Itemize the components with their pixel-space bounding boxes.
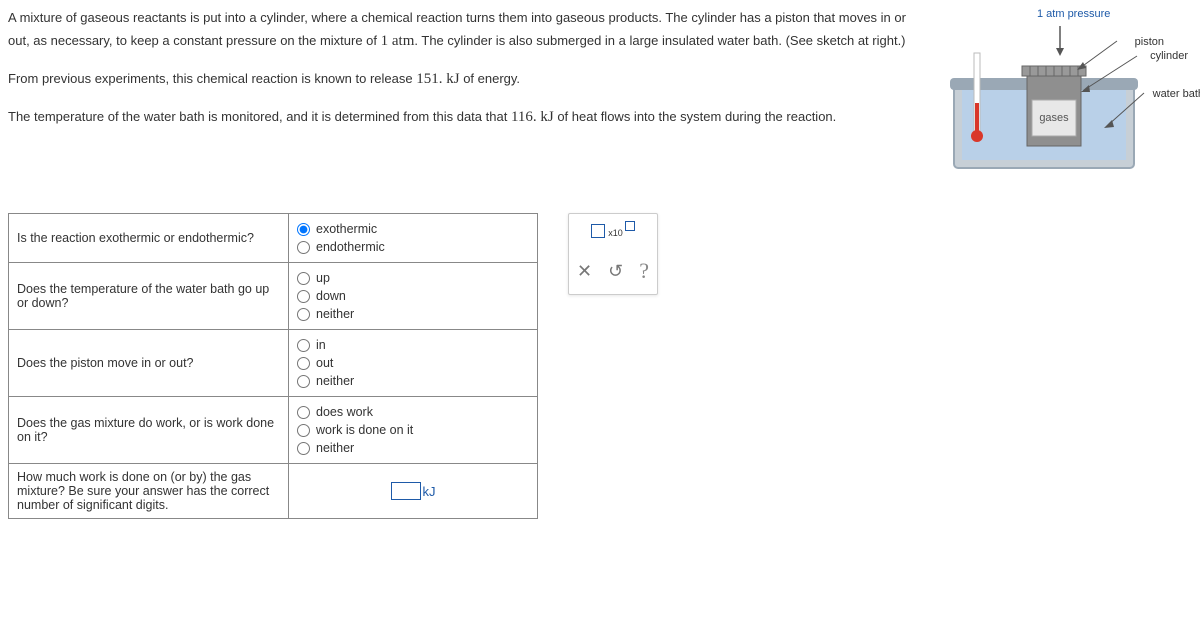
p1-text-b: . The cylinder is also submerged in a la…	[414, 33, 905, 48]
q4-label-0: does work	[316, 405, 373, 419]
paragraph-1: A mixture of gaseous reactants is put in…	[8, 8, 922, 53]
tool-row: ✕ ↺ ?	[577, 258, 649, 284]
q3-text: Does the piston move in or out?	[9, 330, 289, 397]
piston-pointer	[1080, 41, 1117, 68]
q4-option-neither[interactable]: neither	[297, 439, 529, 457]
q3-radio-neither[interactable]	[297, 375, 310, 388]
q3-radio-out[interactable]	[297, 357, 310, 370]
table-row: Does the piston move in or out? in out n…	[9, 330, 538, 397]
q1-label-0: exothermic	[316, 222, 377, 236]
q4-text: Does the gas mixture do work, or is work…	[9, 397, 289, 464]
q4-label-1: work is done on it	[316, 423, 413, 437]
p2-text-b: of energy.	[460, 71, 520, 86]
bottom-section: Is the reaction exothermic or endothermi…	[8, 213, 1192, 519]
top-section: A mixture of gaseous reactants is put in…	[8, 8, 1192, 183]
energy-release-value: 151. kJ	[416, 71, 459, 87]
heat-flow-value: 116. kJ	[511, 109, 554, 125]
sci-mantissa-box	[591, 224, 605, 238]
q3-label-1: out	[316, 356, 333, 370]
apparatus-svg: gases	[942, 8, 1172, 183]
q2-option-up[interactable]: up	[297, 269, 529, 287]
paragraph-2: From previous experiments, this chemical…	[8, 67, 922, 91]
question-table: Is the reaction exothermic or endothermi…	[8, 213, 538, 519]
q2-options: up down neither	[289, 263, 538, 330]
q1-options: exothermic endothermic	[289, 214, 538, 263]
work-unit: kJ	[423, 484, 436, 499]
q3-label-0: in	[316, 338, 326, 352]
q2-radio-up[interactable]	[297, 272, 310, 285]
diagram: 1 atm pressure piston cylinder water bat…	[942, 8, 1192, 183]
q4-radio-neither[interactable]	[297, 442, 310, 455]
q3-option-out[interactable]: out	[297, 354, 529, 372]
q2-radio-neither[interactable]	[297, 308, 310, 321]
table-row: Does the temperature of the water bath g…	[9, 263, 538, 330]
table-row: Does the gas mixture do work, or is work…	[9, 397, 538, 464]
close-button[interactable]: ✕	[577, 261, 592, 282]
q2-option-down[interactable]: down	[297, 287, 529, 305]
thermometer-bulb	[971, 130, 983, 142]
q2-text: Does the temperature of the water bath g…	[9, 263, 289, 330]
q1-option-exothermic[interactable]: exothermic	[297, 220, 529, 238]
pressure-label: 1 atm pressure	[1037, 8, 1110, 20]
p3-text-b: of heat flows into the system during the…	[554, 109, 837, 124]
q5-answer-cell: kJ	[289, 464, 538, 519]
q3-radio-in[interactable]	[297, 339, 310, 352]
sci-exponent-box	[625, 221, 635, 231]
table-row: How much work is done on (or by) the gas…	[9, 464, 538, 519]
q4-label-2: neither	[316, 441, 354, 455]
problem-text: A mixture of gaseous reactants is put in…	[8, 8, 922, 183]
q2-label-2: neither	[316, 307, 354, 321]
q1-radio-exothermic[interactable]	[297, 223, 310, 236]
q1-option-endothermic[interactable]: endothermic	[297, 238, 529, 256]
pressure-value: 1 atm	[381, 33, 415, 49]
q1-radio-endothermic[interactable]	[297, 241, 310, 254]
q4-option-doeswork[interactable]: does work	[297, 403, 529, 421]
q3-options: in out neither	[289, 330, 538, 397]
q4-radio-workdone[interactable]	[297, 424, 310, 437]
gases-text: gases	[1039, 112, 1069, 124]
water-bath-label: water bath	[1153, 88, 1200, 100]
q5-input-wrap: kJ	[391, 482, 436, 500]
q2-option-neither[interactable]: neither	[297, 305, 529, 323]
q2-label-1: down	[316, 289, 346, 303]
q5-text: How much work is done on (or by) the gas…	[9, 464, 289, 519]
toolbox: x10 ✕ ↺ ?	[568, 213, 658, 295]
q1-text: Is the reaction exothermic or endothermi…	[9, 214, 289, 263]
q2-radio-down[interactable]	[297, 290, 310, 303]
q3-option-neither[interactable]: neither	[297, 372, 529, 390]
cylinder-label: cylinder	[1150, 50, 1188, 62]
q1-label-1: endothermic	[316, 240, 385, 254]
work-input[interactable]	[391, 482, 421, 500]
q4-radio-doeswork[interactable]	[297, 406, 310, 419]
piston-label: piston	[1135, 36, 1164, 48]
help-button[interactable]: ?	[639, 258, 649, 284]
p2-text-a: From previous experiments, this chemical…	[8, 71, 416, 86]
table-row: Is the reaction exothermic or endothermi…	[9, 214, 538, 263]
q2-label-0: up	[316, 271, 330, 285]
sci-notation-button[interactable]: x10	[591, 224, 635, 238]
thermometer-fluid	[975, 103, 979, 133]
q4-options: does work work is done on it neither	[289, 397, 538, 464]
q3-option-in[interactable]: in	[297, 336, 529, 354]
paragraph-3: The temperature of the water bath is mon…	[8, 105, 922, 129]
pressure-arrow-head	[1056, 48, 1064, 56]
q4-option-workdone[interactable]: work is done on it	[297, 421, 529, 439]
sci-x10-label: x10	[608, 228, 623, 238]
p3-text-a: The temperature of the water bath is mon…	[8, 109, 511, 124]
q3-label-2: neither	[316, 374, 354, 388]
reset-button[interactable]: ↺	[608, 261, 623, 282]
